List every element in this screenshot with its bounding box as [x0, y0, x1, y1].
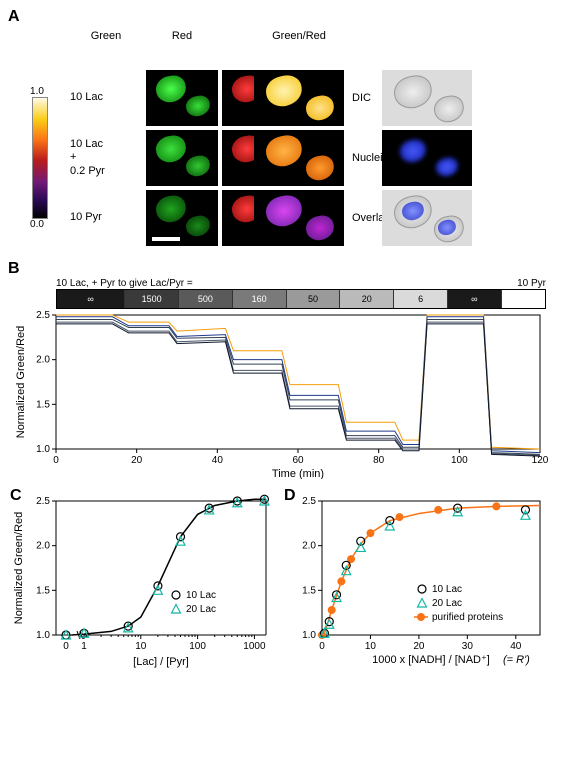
svg-text:1.5: 1.5 [302, 585, 316, 596]
svg-text:1000: 1000 [243, 641, 266, 652]
svg-text:80: 80 [373, 455, 385, 466]
svg-text:100: 100 [189, 641, 206, 652]
svg-text:0: 0 [63, 641, 69, 652]
svg-text:0: 0 [53, 455, 59, 466]
svg-text:10 Lac: 10 Lac [186, 590, 216, 601]
svg-text:[Lac] / [Pyr]: [Lac] / [Pyr] [133, 656, 189, 668]
svg-text:(= R'): (= R') [503, 654, 530, 666]
colorbar-wrapper: 1.0 0.0 [8, 86, 66, 230]
condbar-title-left: 10 Lac, + Pyr to give Lac/Pyr = [56, 278, 193, 289]
svg-text:120: 120 [532, 455, 548, 466]
svg-text:purified proteins: purified proteins [432, 612, 503, 623]
cell-ratio-0 [254, 70, 344, 126]
svg-text:Normalized Green/Red: Normalized Green/Red [15, 326, 27, 439]
svg-text:1000 x [NADH] / [NAD⁺]: 1000 x [NADH] / [NAD⁺] [372, 654, 490, 666]
svg-text:20 Lac: 20 Lac [432, 598, 462, 609]
cell-ratio-1 [254, 130, 344, 186]
panel-c-label: C [10, 487, 22, 505]
svg-text:10: 10 [135, 641, 147, 652]
svg-text:100: 100 [451, 455, 468, 466]
row-label-0: 10 Lac [70, 91, 142, 104]
colorbar-max: 1.0 [30, 86, 44, 97]
svg-text:Normalized Green/Red: Normalized Green/Red [13, 512, 25, 625]
side-label-1: Nuclei [348, 152, 378, 164]
colorbar [32, 97, 48, 219]
cell-green-0 [146, 70, 218, 126]
row-label-2: 10 Pyr [70, 211, 142, 224]
svg-text:0: 0 [319, 641, 325, 652]
condition-bar: ∞150050016050206∞ [56, 289, 546, 309]
svg-text:1.0: 1.0 [302, 630, 316, 641]
cell-green-2 [146, 190, 218, 246]
svg-text:2.5: 2.5 [302, 496, 316, 507]
svg-text:40: 40 [212, 455, 224, 466]
svg-text:20 Lac: 20 Lac [186, 604, 216, 615]
side-label-0: DIC [348, 92, 378, 104]
svg-text:1.5: 1.5 [36, 399, 50, 410]
chart-d: 0 10 20 30 40 1.0 1.5 2.0 2.5 1000 x [NADH] / [NA… [282, 487, 548, 677]
svg-text:20: 20 [131, 455, 143, 466]
condbar-title-right: 10 Pyr [517, 278, 546, 289]
panel-a-label: A [8, 8, 20, 26]
col-header-red: Red [146, 30, 218, 46]
svg-text:2.0: 2.0 [36, 355, 50, 366]
cell-dic [382, 70, 472, 126]
chart-c: 0 1 10 100 1000 1.0 1.5 2.0 2.5 [Lac] / [Pyr] Norm… [8, 487, 274, 677]
svg-text:2.5: 2.5 [36, 310, 50, 321]
scalebar [152, 237, 180, 241]
svg-text:1.0: 1.0 [36, 630, 50, 641]
panel-a-grid: Green Red Green/Red 10 Lac 1.0 0.0 DIC 1… [8, 10, 554, 246]
svg-text:40: 40 [510, 641, 522, 652]
cell-overlay [382, 190, 472, 246]
row-label-1: 10 Lac + 0.2 Pyr [70, 138, 142, 178]
svg-text:10: 10 [365, 641, 377, 652]
col-header-green: Green [70, 30, 142, 46]
svg-text:20: 20 [413, 641, 425, 652]
svg-text:2.0: 2.0 [302, 541, 316, 552]
chart-b: 0 20 40 60 80 100 120 1.0 1.5 2.0 2.5 Time (min) Nor… [8, 309, 548, 479]
svg-text:10 Lac: 10 Lac [432, 584, 462, 595]
svg-text:60: 60 [292, 455, 304, 466]
cell-green-1 [146, 130, 218, 186]
colorbar-min: 0.0 [30, 219, 44, 230]
svg-text:Time (min): Time (min) [272, 468, 324, 479]
svg-text:2.5: 2.5 [36, 496, 50, 507]
panel-b-label: B [8, 260, 20, 277]
col-header-ratio: Green/Red [254, 30, 344, 46]
svg-text:2.0: 2.0 [36, 541, 50, 552]
panel-d-label: D [284, 487, 296, 505]
cell-nuclei [382, 130, 472, 186]
svg-text:1.5: 1.5 [36, 585, 50, 596]
svg-text:30: 30 [462, 641, 474, 652]
cell-ratio-2 [254, 190, 344, 246]
side-label-2: Overlay [348, 212, 378, 224]
svg-text:1.0: 1.0 [36, 444, 50, 455]
svg-text:1: 1 [81, 641, 87, 652]
